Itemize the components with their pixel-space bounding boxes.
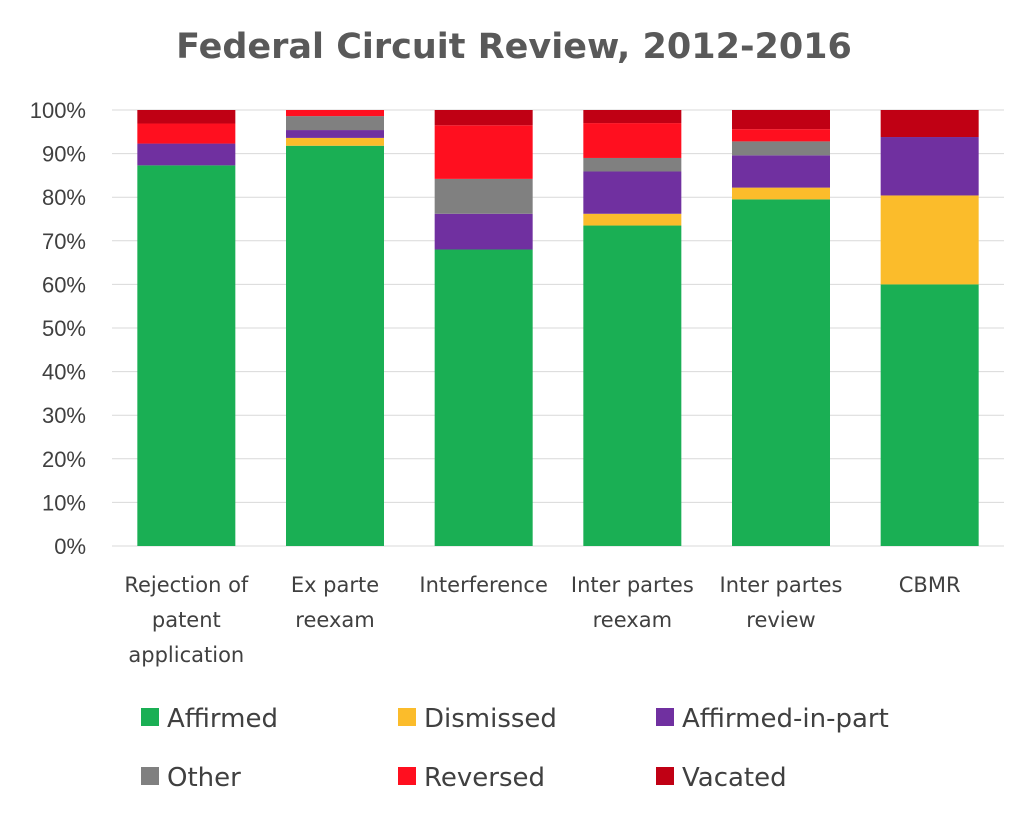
bar-segment bbox=[583, 171, 681, 213]
y-tick-label: 20% bbox=[42, 447, 86, 472]
x-tick-label: Interference bbox=[419, 573, 547, 597]
bar-segment bbox=[732, 199, 830, 546]
bar-segment bbox=[137, 110, 235, 124]
bar-segment bbox=[286, 138, 384, 146]
chart-title: Federal Circuit Review, 2012-2016 bbox=[176, 27, 852, 67]
legend-swatch bbox=[656, 708, 674, 726]
x-tick-label: Inter partes bbox=[571, 573, 694, 597]
bar-segment bbox=[881, 137, 979, 195]
legend-swatch bbox=[141, 767, 159, 785]
bar-segment bbox=[435, 179, 533, 214]
legend-swatch bbox=[398, 708, 416, 726]
legend-label: Dismissed bbox=[424, 704, 557, 734]
x-tick-label: reexam bbox=[593, 608, 672, 632]
bar-segment bbox=[435, 214, 533, 250]
legend-item: Affirmed-in-part bbox=[656, 704, 889, 734]
x-tick-label: Ex parte bbox=[291, 573, 379, 597]
x-tick-label: application bbox=[128, 643, 244, 667]
y-tick-label: 0% bbox=[54, 534, 86, 559]
y-axis: 0% 10% 20% 30% 40% 50% 60% 70% 80% 90% 100% bbox=[30, 98, 86, 559]
bar-segment bbox=[286, 130, 384, 138]
bar-segment bbox=[583, 158, 681, 172]
legend-item: Vacated bbox=[656, 763, 787, 793]
y-tick-label: 30% bbox=[42, 403, 86, 428]
bar-segment bbox=[286, 116, 384, 130]
y-tick-label: 80% bbox=[42, 185, 86, 210]
bar-segment bbox=[583, 226, 681, 546]
x-tick-label: Inter partes bbox=[720, 573, 843, 597]
bar-segment bbox=[732, 129, 830, 141]
y-tick-label: 60% bbox=[42, 272, 86, 297]
y-tick-label: 10% bbox=[42, 490, 86, 515]
bar-segment bbox=[881, 110, 979, 137]
bar-segment bbox=[583, 110, 681, 123]
bar-segment bbox=[435, 110, 533, 125]
legend-item: Other bbox=[141, 763, 241, 793]
stacked-bar-chart: Federal Circuit Review, 2012-2016 0% 10% 2… bbox=[0, 0, 1028, 814]
bar-segment bbox=[435, 125, 533, 179]
bar-segment bbox=[137, 124, 235, 144]
legend: Affirmed Dismissed Affirmed-in-part Other Re… bbox=[141, 704, 889, 793]
x-tick-label: Rejection of bbox=[124, 573, 249, 597]
x-tick-label: reexam bbox=[295, 608, 374, 632]
bar-segment bbox=[435, 250, 533, 546]
bar-segment bbox=[732, 188, 830, 200]
legend-label: Reversed bbox=[424, 763, 545, 793]
bar-segment bbox=[583, 123, 681, 158]
legend-label: Vacated bbox=[682, 763, 787, 793]
bar-segment bbox=[137, 165, 235, 546]
x-tick-label: review bbox=[746, 608, 815, 632]
bar-segment bbox=[732, 155, 830, 187]
y-tick-label: 100% bbox=[30, 98, 86, 123]
bar-segment bbox=[732, 141, 830, 155]
y-tick-label: 40% bbox=[42, 360, 86, 385]
legend-item: Affirmed bbox=[141, 704, 278, 734]
legend-swatch bbox=[398, 767, 416, 785]
legend-label: Affirmed-in-part bbox=[682, 704, 889, 734]
bar-segment bbox=[286, 146, 384, 546]
legend-label: Other bbox=[167, 763, 241, 793]
legend-item: Reversed bbox=[398, 763, 545, 793]
legend-swatch bbox=[656, 767, 674, 785]
y-tick-label: 70% bbox=[42, 229, 86, 254]
gridlines bbox=[112, 110, 1004, 546]
bar-segment bbox=[732, 110, 830, 129]
x-axis: Rejection of patent application Ex parte ree… bbox=[124, 573, 960, 667]
y-tick-label: 90% bbox=[42, 142, 86, 167]
x-tick-label: patent bbox=[152, 608, 221, 632]
legend-swatch bbox=[141, 708, 159, 726]
legend-item: Dismissed bbox=[398, 704, 557, 734]
x-tick-label: CBMR bbox=[899, 573, 961, 597]
bar-segment bbox=[881, 195, 979, 284]
bar-segment bbox=[137, 144, 235, 166]
legend-label: Affirmed bbox=[167, 704, 278, 734]
bar-segment bbox=[583, 214, 681, 226]
bar-segment bbox=[881, 284, 979, 546]
y-tick-label: 50% bbox=[42, 316, 86, 341]
bar-segment bbox=[286, 110, 384, 116]
